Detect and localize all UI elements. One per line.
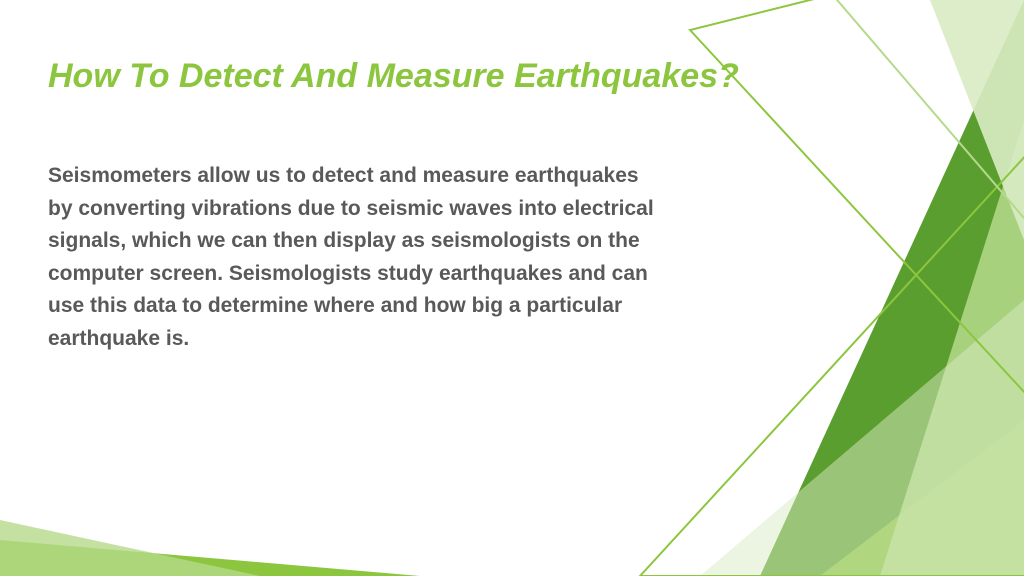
slide: How To Detect And Measure Earthquakes? S… [0, 0, 1024, 576]
slide-title: How To Detect And Measure Earthquakes? [48, 56, 739, 97]
slide-body: Seismometers allow us to detect and meas… [48, 160, 668, 355]
